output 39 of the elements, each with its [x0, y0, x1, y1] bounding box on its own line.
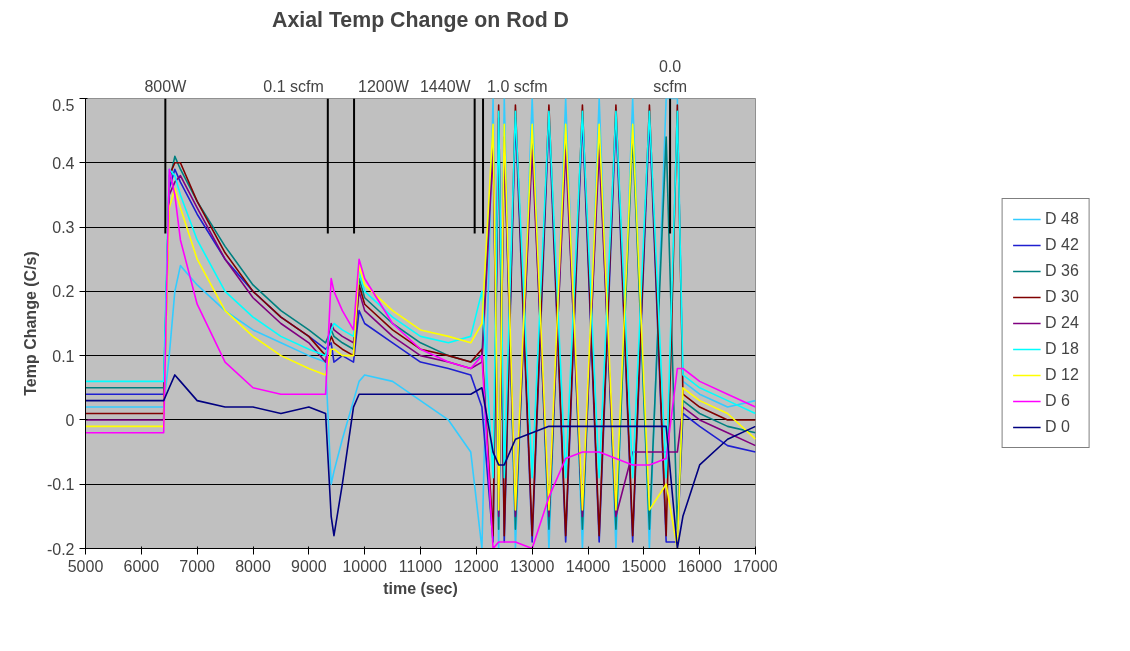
- legend-label: D 42: [1045, 236, 1079, 254]
- x-tick-label: 6000: [123, 557, 160, 575]
- legend-label: D 12: [1045, 366, 1079, 384]
- legend-label: D 18: [1045, 340, 1079, 358]
- y-tick-label: 0.3: [52, 219, 75, 237]
- x-tick-label: 12000: [454, 557, 499, 575]
- legend-label: D 24: [1045, 314, 1079, 332]
- ref-line-label: 800W: [144, 78, 188, 96]
- legend-label: D 6: [1045, 392, 1071, 410]
- y-tick-label: 0.5: [52, 96, 75, 114]
- x-axis-title: time (sec): [383, 579, 458, 597]
- y-tick-label: 0.2: [52, 283, 75, 301]
- legend-label: D 48: [1045, 210, 1079, 228]
- y-tick-label: 0: [65, 411, 75, 429]
- y-tick-label: 0.1: [52, 347, 75, 365]
- x-tick-label: 9000: [291, 557, 327, 575]
- x-tick-label: 13000: [509, 557, 555, 575]
- y-tick-label: -0.1: [46, 476, 75, 494]
- x-tick-label: 10000: [342, 557, 388, 575]
- x-tick-label: 15000: [621, 557, 667, 575]
- x-tick-label: 7000: [179, 557, 216, 575]
- x-tick-label: 14000: [565, 557, 611, 575]
- legend-label: D 36: [1045, 262, 1079, 280]
- ref-line-label: 0.1 scfm: [263, 78, 324, 96]
- x-tick-label: 5000: [67, 557, 104, 575]
- x-tick-label: 11000: [398, 557, 443, 575]
- ref-line-label: 0.0 scfm: [653, 58, 687, 96]
- x-tick-label: 17000: [733, 557, 778, 575]
- ref-line-label: 1440W: [419, 78, 472, 96]
- legend-label: D 30: [1045, 288, 1079, 306]
- y-axis-title: Temp Change (C/s): [21, 251, 39, 396]
- y-tick-label: 0.4: [52, 154, 75, 172]
- ref-line-label: 1200W: [358, 78, 410, 96]
- x-tick-label: 16000: [677, 557, 723, 575]
- y-tick-label: -0.2: [46, 540, 75, 558]
- x-tick-label: 8000: [235, 557, 271, 575]
- chart-title: Axial Temp Change on Rod D: [271, 7, 570, 32]
- ref-line-label: 1.0 scfm: [487, 78, 548, 96]
- legend-label: D 0: [1045, 418, 1071, 436]
